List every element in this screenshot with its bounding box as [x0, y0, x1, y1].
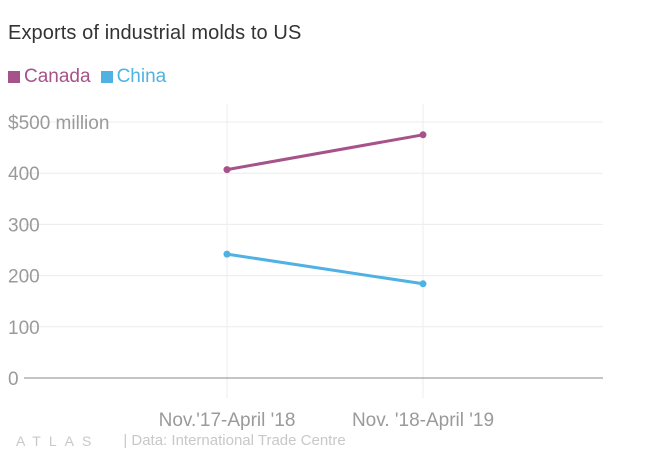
- legend-label-china: China: [116, 66, 167, 87]
- y-tick-label-200: 200: [8, 267, 40, 288]
- data-point-china-0: [223, 250, 231, 258]
- legend: Canada China: [8, 66, 176, 88]
- series-line-canada: [225, 133, 425, 172]
- x-tick-label-0: Nov.'17-April '18: [159, 410, 296, 431]
- legend-item-china: China: [100, 66, 167, 88]
- data-point-china-1: [419, 280, 427, 288]
- footer: ATLAS | Data: International Trade Centre: [16, 432, 346, 449]
- data-source: | Data: International Trade Centre: [123, 432, 346, 449]
- atlas-logo: ATLAS: [16, 432, 100, 449]
- data-point-canada-0: [223, 166, 231, 174]
- legend-swatch-china: [100, 71, 113, 83]
- x-tick-label-1: Nov. '18-April '19: [352, 410, 494, 431]
- series-line-china: [225, 252, 425, 286]
- legend-item-canada: Canada: [8, 66, 91, 88]
- chart-title: Exports of industrial molds to US: [8, 22, 302, 44]
- y-tick-label-0: 0: [8, 369, 19, 390]
- y-tick-label-400: 400: [8, 164, 40, 185]
- y-tick-label-300: 300: [8, 215, 40, 236]
- y-tick-label-100: 100: [8, 318, 40, 339]
- legend-swatch-canada: [8, 71, 20, 83]
- data-point-canada-1: [419, 131, 427, 139]
- legend-label-canada: Canada: [24, 66, 91, 87]
- y-tick-label-500: $500 million: [8, 113, 109, 134]
